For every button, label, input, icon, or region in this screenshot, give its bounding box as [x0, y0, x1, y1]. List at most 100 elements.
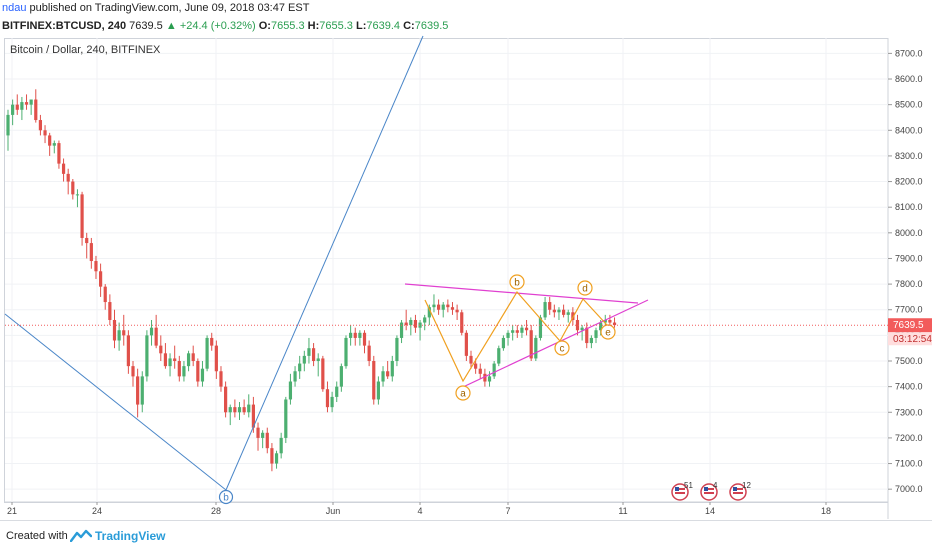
candle-body [270, 448, 274, 464]
candle-body [196, 361, 200, 382]
candle-body [48, 135, 52, 146]
candle-body [66, 173, 70, 182]
price-chart[interactable]: 8700.0 8600.0 8500.0 8400.0 8300.0 8200.0 8100… [0, 0, 932, 520]
flag-canton [675, 487, 679, 491]
y-tick-label: 7400.0 [895, 382, 923, 392]
candle-body [404, 322, 408, 326]
wave-label-text: a [460, 389, 466, 400]
y-tick-label: 7800.0 [895, 279, 923, 289]
last-price-tag [888, 318, 932, 333]
candle-body [552, 309, 556, 313]
candle-body [293, 371, 297, 382]
open-label: O: [258, 20, 271, 32]
trendline-up[interactable] [225, 35, 424, 491]
x-tick-label: 21 [7, 506, 17, 516]
candle-body [524, 327, 529, 331]
flag-stripe [675, 488, 685, 490]
y-tick-label: 7500.0 [895, 356, 923, 366]
candle-body [302, 355, 306, 364]
candle-body [585, 327, 589, 344]
candle-body [168, 358, 172, 367]
trend-label-circle[interactable] [218, 489, 234, 505]
x-tick-label: 11 [618, 506, 627, 516]
x-tick-label: Jun [326, 506, 341, 516]
candle-body [233, 407, 237, 413]
event-count: 51 [684, 481, 693, 490]
candle-body [15, 104, 19, 110]
candle-body [372, 361, 376, 400]
candle-body [395, 337, 399, 362]
candle-body [353, 332, 357, 338]
candle-body [117, 330, 121, 341]
y-tick-label: 7100.0 [895, 459, 923, 469]
candle-body [265, 432, 269, 449]
wave-label-circle[interactable] [509, 274, 525, 290]
candle-body [501, 337, 506, 349]
candle-body [316, 358, 320, 362]
wave-label-text: c [560, 344, 565, 355]
candle-body [511, 330, 515, 333]
candle-body [80, 194, 84, 238]
candle-body [538, 317, 543, 338]
triangle-upper-line[interactable] [404, 283, 639, 304]
candle-body [228, 407, 232, 413]
last-price-tag-label: 7639.5 [893, 320, 924, 331]
candle-body [61, 163, 66, 174]
x-tick-label: 7 [505, 506, 510, 516]
candle-body [145, 335, 149, 377]
candle-body [409, 319, 413, 326]
candle-body [344, 337, 348, 367]
candle-body [251, 404, 255, 428]
candle-body [612, 322, 617, 326]
candle-body [247, 404, 251, 413]
candle-body [455, 309, 459, 313]
candle-body [390, 361, 394, 377]
flag-stripe [675, 492, 685, 494]
candle-body [506, 332, 510, 338]
candle-body [571, 312, 575, 320]
candle-body [548, 302, 552, 310]
y-tick-label: 7900.0 [895, 253, 923, 263]
wave-label-circle[interactable] [455, 385, 471, 401]
close-label: C: [403, 20, 415, 32]
event-count: 4 [713, 481, 718, 490]
countdown-tag [888, 332, 932, 346]
price-axis-panel[interactable] [888, 38, 932, 519]
trendline-down[interactable] [4, 313, 227, 491]
candle-body [154, 327, 158, 346]
tradingview-brand-link[interactable]: TradingView [95, 529, 166, 543]
high-label: H: [307, 20, 320, 32]
candle-body [543, 302, 547, 318]
footer: Created with TradingView [0, 520, 932, 551]
triangle-lower-line[interactable] [462, 299, 649, 388]
candle-body [450, 307, 455, 310]
candle-body [362, 332, 367, 346]
candle-body [311, 348, 316, 362]
candle-body [339, 366, 343, 387]
candle-body [562, 309, 566, 315]
author-link[interactable]: ndau [2, 2, 27, 14]
candle-body [599, 322, 603, 331]
candle-body [112, 319, 117, 341]
candle-body [298, 363, 302, 372]
price-change: +24.4 (+0.32%) [179, 20, 256, 32]
candle-body [441, 304, 445, 310]
candle-body [57, 143, 61, 164]
event-count: 12 [742, 481, 751, 490]
candle-body [483, 373, 487, 382]
candle-body [126, 335, 130, 367]
trend-label-text: b [223, 493, 229, 504]
candle-body [99, 271, 103, 287]
candle-body [182, 366, 186, 377]
published-text: published on TradingView.com, June 09, 2… [29, 2, 310, 14]
candle-body [6, 114, 10, 136]
candle-body [163, 353, 168, 367]
candle-body [200, 368, 205, 382]
low-label: L: [356, 20, 367, 32]
y-tick-label: 7300.0 [895, 407, 923, 417]
wave-label-circle[interactable] [554, 340, 570, 356]
wave-label-circle[interactable] [577, 280, 593, 296]
candle-body [335, 386, 339, 397]
wave-path[interactable] [424, 290, 608, 383]
candle-body [224, 386, 228, 413]
